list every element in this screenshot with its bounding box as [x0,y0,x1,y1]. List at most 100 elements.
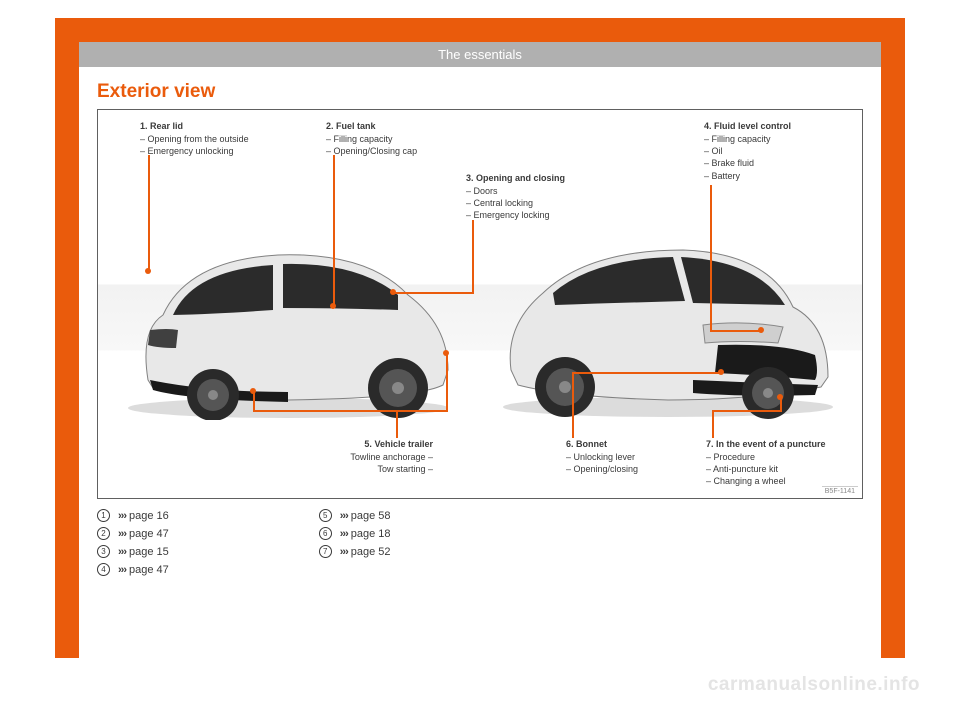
callout-4-item: Brake fluid [704,157,791,169]
ref-text: page 16 [129,510,169,522]
ref-text: page 18 [351,528,391,540]
leader-line [396,410,448,412]
exterior-figure: 1. Rear lid Opening from the outside Eme… [97,109,863,499]
leader-dot [250,388,256,394]
leader-dot [777,394,783,400]
callout-1-num: 1. [140,121,148,131]
callout-2-item: Opening/Closing cap [326,145,417,157]
leader-line [253,410,398,412]
callout-4-item: Oil [704,145,791,157]
callout-6-title: Bonnet [576,439,607,449]
callout-1-title: Rear lid [150,121,183,131]
callout-7-item: Anti-puncture kit [706,463,826,475]
leader-line [572,372,720,374]
callout-7-title: In the event of a puncture [716,439,826,449]
callout-7: 7. In the event of a puncture Procedure … [706,438,826,488]
callout-3-item: Emergency locking [466,209,565,221]
section-title: Exterior view [79,67,881,109]
ref-column-1: 1›››page 16 2›››page 47 3›››page 15 4›››… [97,509,169,581]
chevron-icon: ››› [118,510,126,522]
leader-line [148,155,150,270]
callout-4-num: 4. [704,121,712,131]
callout-5-title: Vehicle trailer [374,439,433,449]
ref-text: page 47 [129,528,169,540]
callout-4-title: Fluid level control [714,121,791,131]
ref-column-2: 5›››page 58 6›››page 18 7›››page 52 [319,509,391,581]
callout-6-item: Opening/closing [566,463,638,475]
ref-text: page 47 [129,564,169,576]
leader-line [333,155,335,305]
chevron-icon: ››› [340,546,348,558]
leader-dot [443,350,449,356]
callout-3-title: Opening and closing [476,173,565,183]
leader-dot [758,327,764,333]
leader-dot [390,289,396,295]
watermark: carmanualsonline.info [708,674,920,696]
car-rear-illustration [118,230,458,420]
ref-row: 7 ›››page 52 [319,545,391,558]
ref-row: 3›››page 15 [97,545,169,558]
callout-1-item: Opening from the outside [140,133,249,145]
header-bar: The essentials [79,42,881,67]
leader-line [394,292,474,294]
callout-4-item: Battery [704,170,791,182]
callout-1-item: Emergency unlocking [140,145,249,157]
callout-7-num: 7. [706,439,714,449]
callout-2-title: Fuel tank [336,121,376,131]
page-number: 7 [889,661,895,672]
callout-4: 4. Fluid level control Filling capacity … [704,120,791,182]
callout-1: 1. Rear lid Opening from the outside Eme… [140,120,249,157]
ref-num: 6 [319,527,332,540]
callout-2: 2. Fuel tank Filling capacity Opening/Cl… [326,120,417,157]
page-content: The essentials Exterior view [79,42,881,658]
callout-6: 6. Bonnet Unlocking lever Opening/closin… [566,438,638,475]
callout-7-item: Changing a wheel [706,475,826,487]
ref-text: page 15 [129,546,169,558]
callout-3-item: Doors [466,185,565,197]
callout-3-num: 3. [466,173,474,183]
ref-row: 4 ›››page 47 [97,563,169,576]
leader-line [396,410,398,438]
callout-3-item: Central locking [466,197,565,209]
ref-num: 1 [97,509,110,522]
leader-line [446,354,448,412]
callout-6-item: Unlocking lever [566,451,638,463]
ref-num: 5 [319,509,332,522]
callout-5-item: Towline anchorage [293,451,433,463]
callout-5: 5. Vehicle trailer Towline anchorage Tow… [293,438,433,475]
leader-dot [145,268,151,274]
callout-3: 3. Opening and closing Doors Central loc… [466,172,565,222]
ref-row: 6 ›››page 18 [319,527,391,540]
ref-num: 2 [97,527,110,540]
ref-row: 1 ›››page 16 [97,509,169,522]
ref-num: 7 [319,545,332,558]
leader-line [780,398,782,412]
header-title: The essentials [438,47,522,62]
figure-code: B5F-1141 [822,486,858,496]
chevron-icon: ››› [340,510,348,522]
ref-text: page 58 [351,510,391,522]
chevron-icon: ››› [118,564,126,576]
ref-text: page 52 [351,546,391,558]
car-front-illustration [493,225,843,420]
page-frame: The essentials Exterior view [55,18,905,658]
chevron-icon: ››› [118,546,126,558]
callout-5-num: 5. [364,439,372,449]
ref-row: 5 ›››page 58 [319,509,391,522]
callout-2-item: Filling capacity [326,133,417,145]
callout-7-item: Procedure [706,451,826,463]
ref-num: 4 [97,563,110,576]
leader-dot [718,369,724,375]
leader-line [710,185,712,330]
leader-line [712,410,782,412]
chevron-icon: ››› [340,528,348,540]
callout-6-num: 6. [566,439,574,449]
leader-line [572,372,574,438]
chevron-icon: ››› [118,528,126,540]
leader-line [253,391,255,412]
leader-line [712,410,714,438]
ref-row: 2 ›››page 47 [97,527,169,540]
page-references: 1›››page 16 2›››page 47 3›››page 15 4›››… [79,499,881,581]
callout-5-item: Tow starting [293,463,433,475]
leader-line [472,220,474,292]
